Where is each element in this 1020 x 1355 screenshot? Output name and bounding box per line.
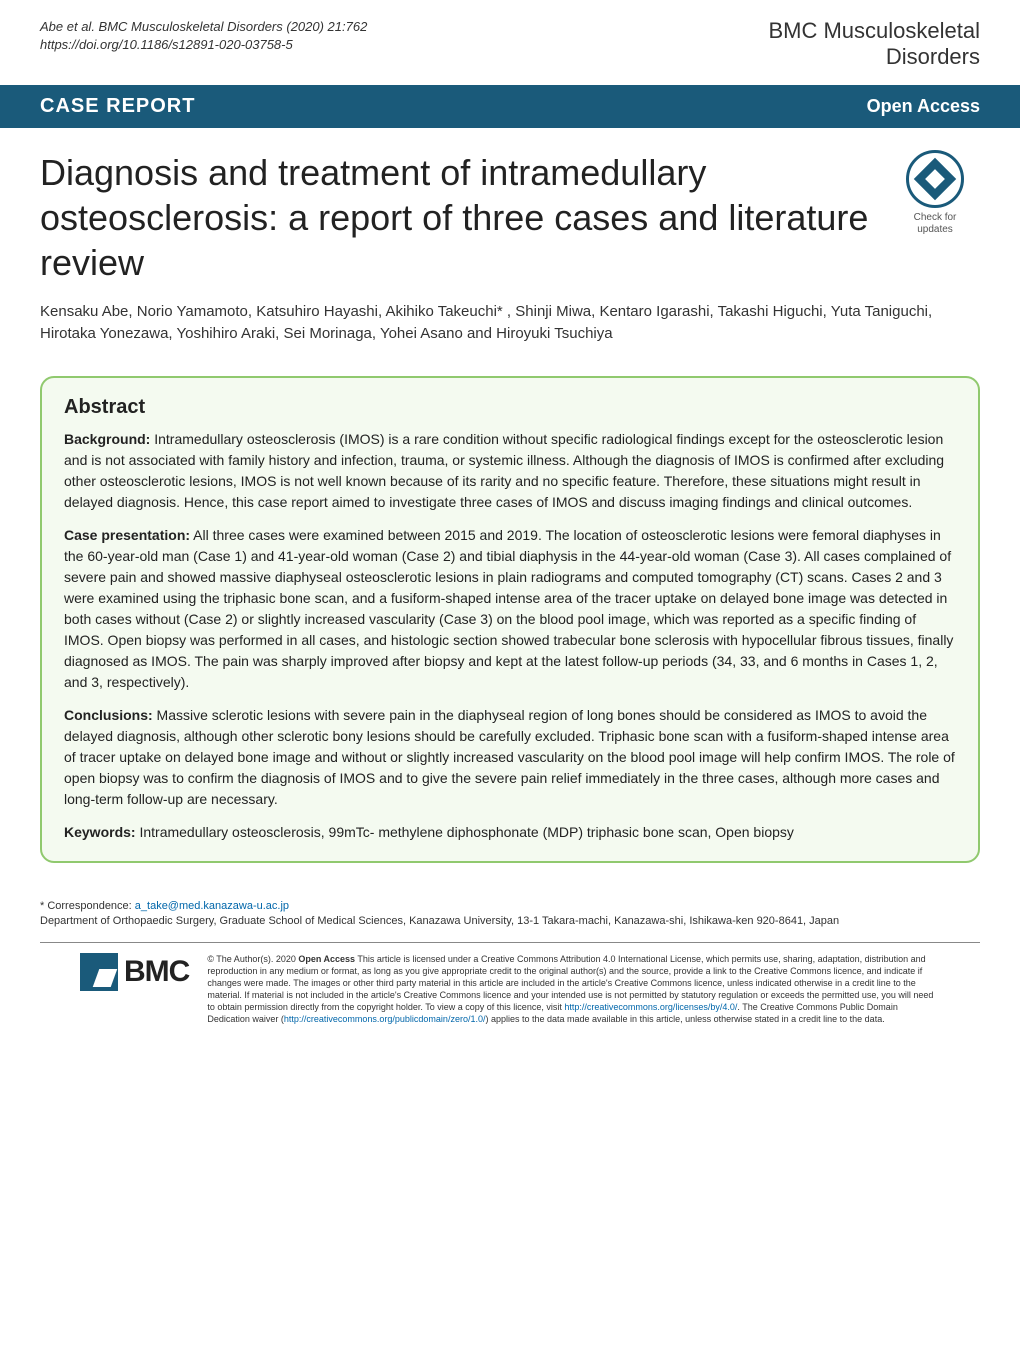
check-updates-icon: [906, 150, 964, 208]
citation: Abe et al. BMC Musculoskeletal Disorders…: [40, 18, 367, 54]
footer-bar: BMC © The Author(s). 2020 Open Access Th…: [40, 942, 980, 1046]
conclusions-text: Massive sclerotic lesions with severe pa…: [64, 707, 955, 807]
license-text: © The Author(s). 2020 Open Access This a…: [207, 953, 940, 1026]
abstract-background: Background: Intramedullary osteosclerosi…: [64, 429, 956, 513]
check-updates-line2: updates: [917, 224, 953, 235]
bmc-logo: BMC: [80, 953, 189, 991]
keywords-label: Keywords:: [64, 824, 136, 840]
correspondence-prefix: * Correspondence:: [40, 900, 135, 912]
background-text: Intramedullary osteosclerosis (IMOS) is …: [64, 431, 944, 510]
case-label: Case presentation:: [64, 527, 190, 543]
license-link1[interactable]: http://creativecommons.org/licenses/by/4…: [564, 1002, 737, 1012]
check-updates-line1: Check for: [914, 212, 957, 223]
bmc-logo-text: BMC: [124, 955, 189, 989]
check-updates-label: Check for updates: [890, 212, 980, 236]
citation-line2: https://doi.org/10.1186/s12891-020-03758…: [40, 36, 367, 54]
license-part4: ) applies to the data made available in …: [485, 1014, 884, 1024]
license-link2[interactable]: http://creativecommons.org/publicdomain/…: [284, 1014, 486, 1024]
journal-name: BMC Musculoskeletal Disorders: [768, 18, 980, 71]
conclusions-label: Conclusions:: [64, 707, 153, 723]
check-updates-badge[interactable]: Check for updates: [890, 150, 980, 236]
section-bar: CASE REPORT Open Access: [0, 85, 1020, 128]
correspondence-block: * Correspondence: a_take@med.kanazawa-u.…: [0, 883, 1020, 936]
correspondence-email[interactable]: a_take@med.kanazawa-u.ac.jp: [135, 900, 289, 912]
correspondence-affiliation: Department of Orthopaedic Surgery, Gradu…: [40, 914, 980, 929]
authors-text: Kensaku Abe, Norio Yamamoto, Katsuhiro H…: [40, 303, 932, 343]
correspondence-line1: * Correspondence: a_take@med.kanazawa-u.…: [40, 899, 980, 914]
license-bold: Open Access: [298, 954, 355, 964]
abstract-box: Abstract Background: Intramedullary oste…: [40, 376, 980, 863]
section-type: CASE REPORT: [40, 95, 195, 118]
citation-line1: Abe et al. BMC Musculoskeletal Disorders…: [40, 18, 367, 36]
abstract-case: Case presentation: All three cases were …: [64, 525, 956, 693]
journal-line2: Disorders: [768, 44, 980, 70]
journal-line1: BMC Musculoskeletal: [768, 18, 980, 44]
case-text: All three cases were examined between 20…: [64, 527, 953, 690]
background-label: Background:: [64, 431, 150, 447]
article-title: Diagnosis and treatment of intramedullar…: [40, 150, 870, 285]
title-area: Diagnosis and treatment of intramedullar…: [0, 128, 1020, 295]
header-bar: Abe et al. BMC Musculoskeletal Disorders…: [0, 0, 1020, 79]
abstract-keywords: Keywords: Intramedullary osteosclerosis,…: [64, 822, 956, 843]
footer-wrap: BMC © The Author(s). 2020 Open Access Th…: [0, 942, 1020, 1046]
bmc-logo-icon: [80, 953, 118, 991]
open-access-label: Open Access: [867, 96, 980, 117]
crossmark-icon: [914, 158, 956, 200]
abstract-conclusions: Conclusions: Massive sclerotic lesions w…: [64, 705, 956, 810]
license-part1: © The Author(s). 2020: [207, 954, 298, 964]
keywords-text: Intramedullary osteosclerosis, 99mTc- me…: [136, 824, 794, 840]
authors-list: Kensaku Abe, Norio Yamamoto, Katsuhiro H…: [0, 295, 1020, 366]
abstract-heading: Abstract: [64, 396, 956, 419]
